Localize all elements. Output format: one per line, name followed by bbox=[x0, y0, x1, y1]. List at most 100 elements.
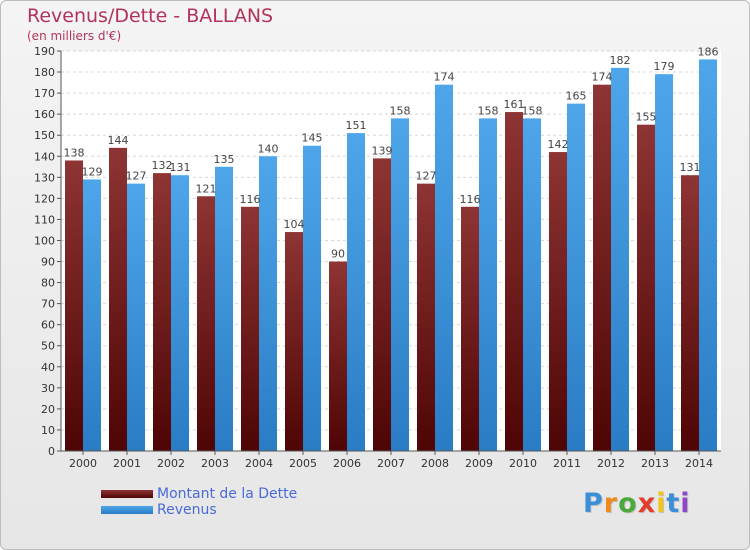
bar-revenus bbox=[171, 175, 189, 452]
data-label-dette: 132 bbox=[152, 159, 173, 172]
legend-swatch-revenus bbox=[101, 506, 153, 514]
y-tick-label: 110 bbox=[34, 213, 55, 226]
data-label-revenus: 186 bbox=[698, 45, 719, 58]
y-tick-label: 40 bbox=[41, 361, 55, 374]
y-tick-label: 150 bbox=[34, 129, 55, 142]
bar-revenus bbox=[655, 74, 673, 451]
proxiti-logo: Proxiti bbox=[583, 488, 691, 519]
y-tick-label: 60 bbox=[41, 319, 55, 332]
x-tick-label: 2012 bbox=[597, 457, 625, 470]
bar-revenus bbox=[435, 84, 453, 452]
y-tick-label: 190 bbox=[34, 45, 55, 58]
bar-dette bbox=[65, 160, 83, 451]
data-label-dette: 155 bbox=[636, 111, 657, 124]
x-tick-label: 2008 bbox=[421, 457, 449, 470]
chart-subtitle: (en milliers d'€) bbox=[27, 29, 122, 43]
bar-revenus bbox=[567, 103, 585, 451]
bar-dette bbox=[373, 158, 391, 452]
data-label-dette: 144 bbox=[108, 134, 129, 147]
bar-revenus bbox=[479, 118, 497, 452]
x-tick-label: 2005 bbox=[289, 457, 317, 470]
data-label-dette: 116 bbox=[460, 193, 481, 206]
x-tick-label: 2011 bbox=[553, 457, 581, 470]
data-labels: 1381291441271321311211351161401041459015… bbox=[64, 45, 719, 260]
data-label-revenus: 129 bbox=[82, 165, 103, 178]
data-label-revenus: 145 bbox=[302, 132, 323, 145]
data-label-dette: 174 bbox=[592, 71, 613, 84]
data-label-revenus: 151 bbox=[346, 119, 367, 132]
logo-letter: t bbox=[666, 488, 681, 519]
bar-dette bbox=[285, 232, 303, 451]
legend-label-revenus: Revenus bbox=[157, 502, 217, 518]
bar-dette bbox=[505, 112, 523, 451]
x-tick-label: 2013 bbox=[641, 457, 669, 470]
y-tick-label: 50 bbox=[41, 340, 55, 353]
bar-dette bbox=[417, 183, 435, 451]
bar-dette bbox=[593, 84, 611, 452]
y-tick-label: 70 bbox=[41, 298, 55, 311]
bar-revenus bbox=[391, 118, 409, 452]
bar-dette bbox=[461, 206, 479, 451]
y-tick-label: 80 bbox=[41, 277, 55, 290]
data-label-dette: 127 bbox=[416, 170, 437, 183]
x-tick-label: 2003 bbox=[201, 457, 229, 470]
bars bbox=[65, 59, 717, 452]
logo-letter: r bbox=[603, 488, 619, 519]
bar-revenus bbox=[215, 166, 233, 451]
legend-swatch-dette bbox=[101, 490, 153, 498]
bar-revenus bbox=[699, 59, 717, 451]
bar-revenus bbox=[83, 179, 101, 451]
y-tick-label: 140 bbox=[34, 150, 55, 163]
y-tick-label: 100 bbox=[34, 234, 55, 247]
logo-letter: i bbox=[656, 488, 667, 519]
x-tick-label: 2001 bbox=[113, 457, 141, 470]
data-label-revenus: 179 bbox=[654, 60, 675, 73]
y-tick-label: 180 bbox=[34, 66, 55, 79]
x-tick-label: 2014 bbox=[685, 457, 713, 470]
bar-dette bbox=[329, 261, 347, 451]
x-tick-label: 2010 bbox=[509, 457, 537, 470]
chart-title: Revenus/Dette - BALLANS bbox=[27, 5, 274, 27]
data-label-revenus: 131 bbox=[170, 161, 191, 174]
y-tick-label: 10 bbox=[41, 424, 55, 437]
data-label-dette: 139 bbox=[372, 144, 393, 157]
y-axis: 0 10 20 30 40 50 60 70 80 90 100 110 120 130 140 150 160… bbox=[34, 45, 62, 458]
data-label-dette: 116 bbox=[240, 193, 261, 206]
data-label-dette: 161 bbox=[504, 98, 525, 111]
bar-dette bbox=[681, 175, 699, 452]
x-tick-label: 2000 bbox=[69, 457, 97, 470]
bar-dette bbox=[241, 206, 259, 451]
y-tick-label: 170 bbox=[34, 87, 55, 100]
data-label-revenus: 127 bbox=[126, 170, 147, 183]
y-tick-label: 0 bbox=[48, 445, 55, 458]
data-label-dette: 90 bbox=[331, 248, 345, 261]
legend-label-dette: Montant de la Dette bbox=[157, 486, 298, 502]
data-label-revenus: 182 bbox=[610, 54, 631, 67]
x-tick-label: 2004 bbox=[245, 457, 273, 470]
x-tick-label: 2002 bbox=[157, 457, 185, 470]
bar-revenus bbox=[127, 183, 145, 451]
logo-letter: o bbox=[618, 488, 638, 519]
bar-revenus bbox=[259, 156, 277, 451]
bar-revenus bbox=[611, 67, 629, 451]
data-label-revenus: 140 bbox=[258, 142, 279, 155]
data-label-revenus: 174 bbox=[434, 71, 455, 84]
bar-dette bbox=[197, 196, 215, 451]
data-label-revenus: 158 bbox=[478, 104, 499, 117]
logo-letter: P bbox=[583, 488, 604, 519]
x-tick-label: 2009 bbox=[465, 457, 493, 470]
y-tick-label: 30 bbox=[41, 382, 55, 395]
bar-dette bbox=[153, 173, 171, 451]
y-tick-label: 90 bbox=[41, 256, 55, 269]
y-tick-label: 160 bbox=[34, 108, 55, 121]
logo-letter: i bbox=[680, 488, 691, 519]
x-axis: 2000 2001 2002 2003 2004 2005 2006 2007 2008 2009… bbox=[61, 450, 721, 470]
bar-revenus bbox=[347, 133, 365, 451]
y-tick-label: 20 bbox=[41, 403, 55, 416]
data-label-dette: 121 bbox=[196, 182, 217, 195]
bar-revenus bbox=[523, 118, 541, 452]
logo-letter: x bbox=[637, 488, 657, 519]
bar-dette bbox=[637, 124, 655, 452]
data-label-dette: 138 bbox=[64, 146, 85, 159]
